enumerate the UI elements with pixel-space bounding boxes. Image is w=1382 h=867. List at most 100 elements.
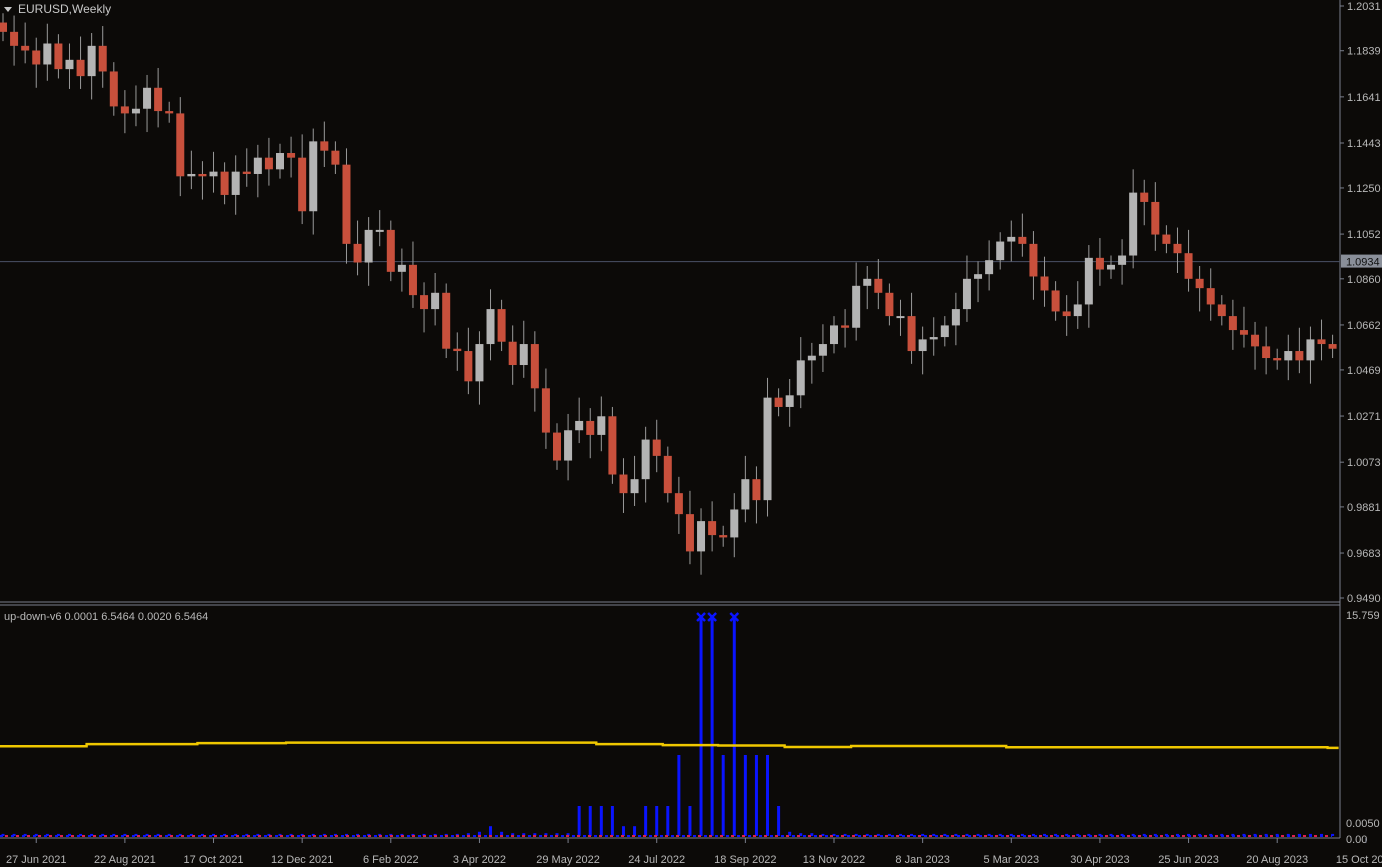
overflow-cross-icon (707, 612, 718, 622)
candle-body (1062, 311, 1071, 317)
candle-body (187, 173, 196, 177)
time-tick-label: 15 Oct 2023 (1336, 854, 1382, 866)
candle-body (65, 59, 74, 70)
candle-body (276, 153, 284, 170)
candle-body (1118, 255, 1127, 265)
time-tick-label: 6 Feb 2022 (363, 854, 419, 866)
candle-body (830, 325, 838, 345)
candle-body (652, 439, 661, 456)
candle-body (785, 395, 794, 407)
candle-body (43, 43, 52, 65)
candle-body (1228, 316, 1237, 331)
candle-body (608, 416, 617, 475)
candle-body (564, 430, 573, 461)
candle-body (719, 535, 728, 538)
time-tick-label: 27 Jun 2021 (6, 854, 67, 866)
candle-body (874, 278, 883, 293)
candle-body (453, 348, 462, 352)
candle-body (1317, 339, 1326, 345)
time-tick-label: 8 Jan 2023 (895, 854, 949, 866)
candle-body (1328, 344, 1337, 349)
candle-body (253, 157, 262, 174)
time-tick-label: 30 Apr 2023 (1070, 854, 1129, 866)
candle-body (375, 229, 384, 232)
time-tick-label: 29 May 2022 (536, 854, 600, 866)
candle-body (287, 153, 296, 158)
price-tick-label: 1.1839 (1347, 46, 1381, 58)
candle-body (1051, 290, 1060, 312)
candle-body (298, 157, 307, 212)
price-tick-label: 1.2031 (1347, 1, 1381, 13)
candle-body (231, 171, 240, 195)
candle-body (730, 509, 739, 538)
candle-body (951, 309, 960, 326)
indicator-tick-max: 15.759 (1346, 610, 1380, 622)
candle-body (1184, 253, 1193, 279)
candle-body (497, 309, 506, 342)
candle-body (586, 420, 595, 435)
candle-body (309, 141, 318, 212)
candle-body (1195, 278, 1204, 289)
candle-body (0, 22, 7, 32)
candle-body (386, 229, 395, 272)
candle-body (198, 173, 207, 177)
time-tick-label: 13 Nov 2022 (803, 854, 865, 866)
candle-body (87, 45, 96, 77)
candle-body (929, 337, 938, 340)
candle-body (1251, 334, 1260, 347)
candle-body (774, 397, 783, 407)
candle-body (1173, 243, 1182, 254)
candle-body (1284, 351, 1293, 361)
candle-body (220, 171, 229, 195)
candle-body (553, 432, 561, 461)
time-tick-label: 3 Apr 2022 (453, 854, 506, 866)
candle-body (697, 521, 706, 552)
price-tick-label: 1.0073 (1347, 457, 1381, 469)
candle-body (475, 344, 484, 382)
candle-body (974, 274, 983, 279)
candle-body (685, 514, 694, 552)
price-tick-label: 1.1052 (1347, 229, 1381, 241)
indicator-label: up-down-v6 0.0001 6.5464 0.0020 6.5464 (4, 611, 209, 623)
candle-body (397, 264, 406, 272)
candle-body (1295, 351, 1304, 361)
candle-body (486, 309, 495, 345)
candle-body (841, 325, 850, 328)
candle-body (752, 479, 761, 501)
current-price-badge (1341, 254, 1382, 268)
candle-body (1306, 339, 1315, 361)
candle-body (641, 439, 650, 480)
price-tick-label: 1.1443 (1347, 138, 1381, 150)
candle-body (98, 45, 107, 72)
candle-body (541, 388, 550, 433)
candle-body (852, 285, 861, 328)
indicator-tick-zero: 0.00 (1346, 834, 1367, 846)
candle-body (120, 106, 129, 114)
candle-body (1140, 192, 1149, 202)
symbol-timeframe: EURUSD,Weekly (18, 2, 112, 16)
candle-body (21, 45, 30, 51)
candle-body (962, 278, 971, 310)
candle-body (985, 260, 994, 275)
chart-title[interactable]: EURUSD,Weekly (4, 2, 111, 16)
time-tick-label: 5 Mar 2023 (983, 854, 1039, 866)
candle-body (1239, 330, 1248, 335)
candle-body (1073, 304, 1082, 317)
candle-body (1129, 192, 1138, 256)
candle-body (1029, 243, 1038, 277)
time-tick-label: 22 Aug 2021 (94, 854, 156, 866)
candle-body (264, 157, 273, 170)
candle-body (1217, 304, 1226, 317)
candle-body (996, 241, 1005, 261)
candle-body (1107, 264, 1115, 270)
candle-body (1040, 276, 1049, 291)
dropdown-triangle-icon[interactable] (4, 7, 12, 13)
candle-body (708, 521, 717, 536)
candle-body (420, 295, 429, 310)
candle-body (1095, 257, 1104, 270)
candle-body (674, 493, 683, 515)
candle-body (143, 87, 152, 109)
candle-body (508, 341, 517, 366)
price-tick-label: 1.0271 (1347, 411, 1381, 423)
